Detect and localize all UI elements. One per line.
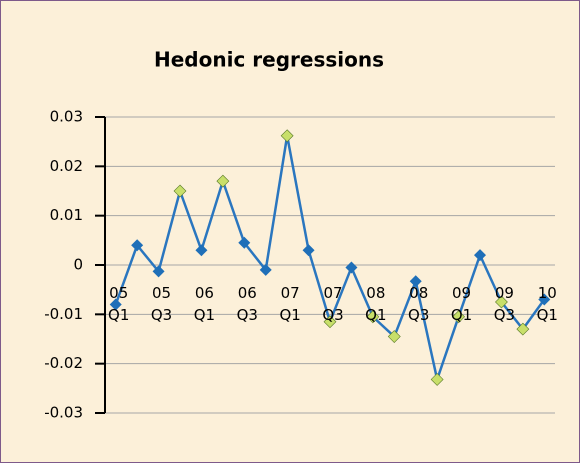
y-tick-label: -0.02 (44, 354, 83, 372)
marker (173, 184, 187, 198)
x-tick-label: 08 Q1 (365, 284, 387, 324)
x-tick-label: 06 Q1 (193, 284, 216, 324)
y-tick-label: 0.02 (50, 157, 83, 175)
x-tick-label: 06 Q3 (236, 284, 258, 324)
y-tick-label: 0 (73, 256, 83, 274)
x-tick-label: 07 Q3 (322, 284, 344, 324)
chart-title: Hedonic regressions (154, 48, 384, 72)
y-tick-label: -0.01 (44, 305, 83, 323)
x-tick-label: 07 Q1 (279, 284, 301, 324)
x-tick-label: 09 Q3 (493, 284, 516, 324)
y-tick-label: 0.03 (50, 108, 83, 126)
marker (323, 315, 337, 329)
marker (280, 129, 294, 143)
x-tick-label: 08 Q3 (408, 284, 430, 324)
marker (109, 298, 122, 311)
marker (302, 244, 315, 257)
marker (152, 265, 165, 278)
marker (259, 263, 272, 276)
marker (409, 275, 422, 288)
x-tick-label: 09 Q1 (450, 284, 473, 324)
marker (216, 174, 230, 188)
marker (366, 310, 380, 324)
marker (452, 310, 465, 324)
marker (238, 236, 251, 249)
y-tick-label: -0.03 (44, 404, 83, 422)
marker (131, 239, 144, 252)
marker (195, 244, 208, 257)
x-tick-label: 10 Q1 (536, 284, 558, 324)
marker (387, 330, 401, 343)
x-tick-label: 05 Q3 (150, 284, 173, 324)
marker (345, 261, 358, 274)
marker (474, 249, 486, 262)
x-tick-label: 05 Q1 (108, 284, 130, 324)
y-tick-label: 0.01 (50, 206, 83, 224)
marker (495, 295, 508, 309)
marker (538, 293, 551, 306)
marker (516, 322, 530, 336)
marker (430, 373, 444, 386)
